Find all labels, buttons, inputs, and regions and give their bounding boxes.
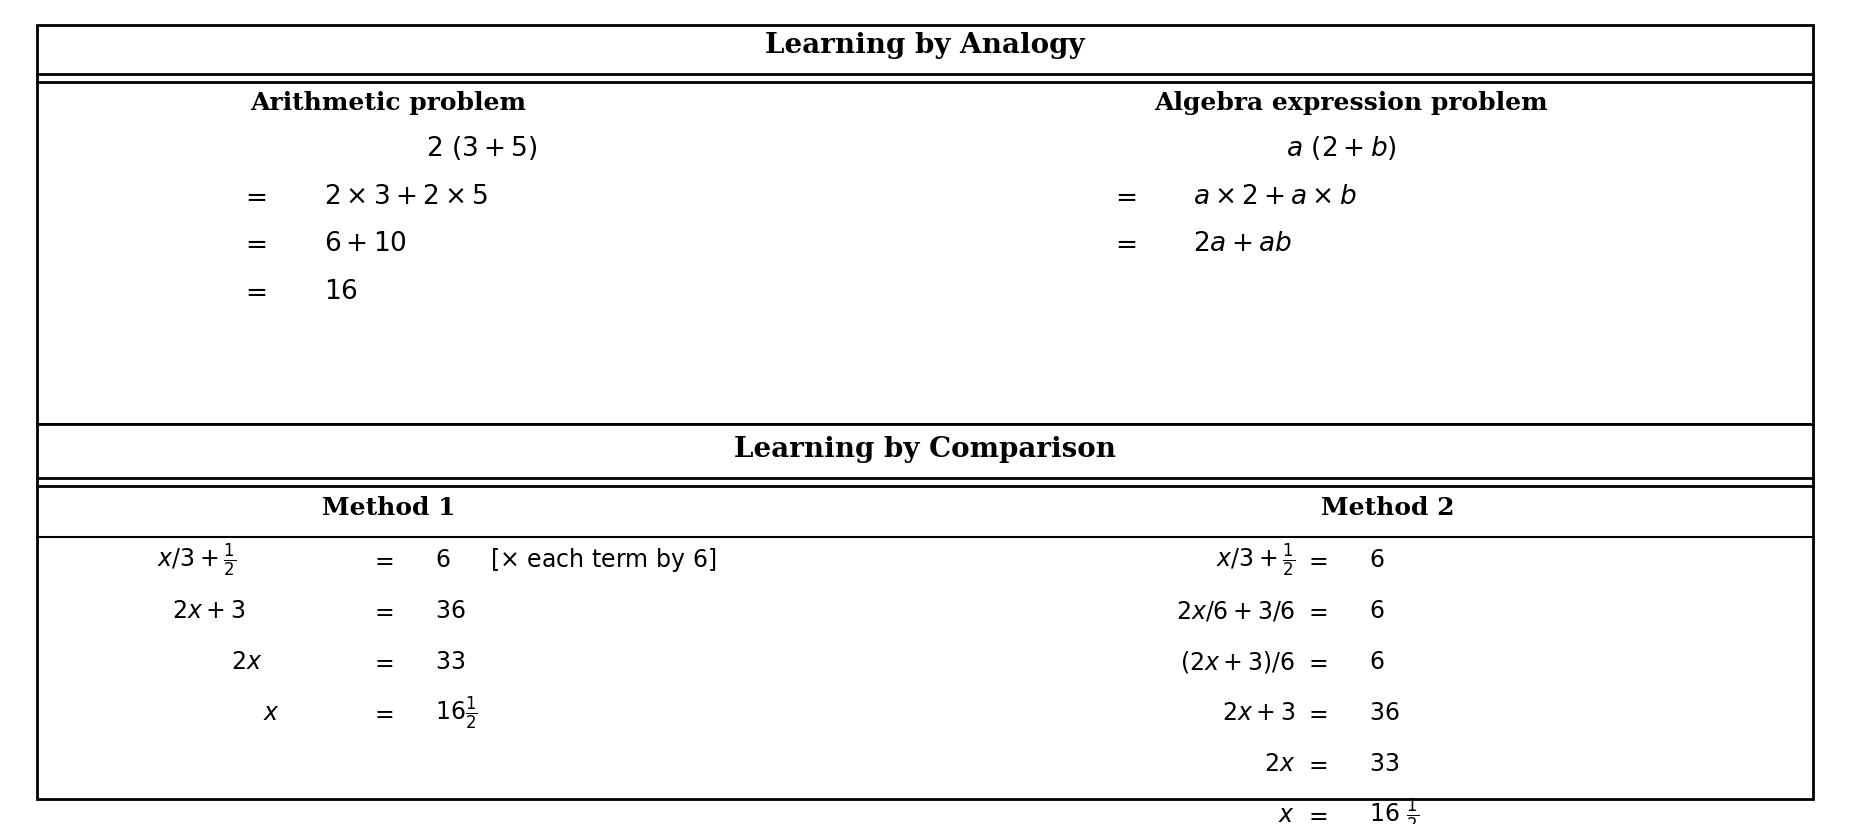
Text: $=$: $=$ xyxy=(240,279,266,304)
Text: $[\times\ \mathrm{each\ term\ by\ 6}]$: $[\times\ \mathrm{each\ term\ by\ 6}]$ xyxy=(490,546,716,574)
Text: $=$: $=$ xyxy=(1304,804,1328,824)
Text: $6 + 10$: $6 + 10$ xyxy=(324,232,407,256)
Text: Algebra expression problem: Algebra expression problem xyxy=(1154,91,1547,115)
Text: $2x$: $2x$ xyxy=(231,651,263,674)
Text: $2x$: $2x$ xyxy=(1264,753,1295,776)
Text: $2x/6 + 3/6$: $2x/6 + 3/6$ xyxy=(1175,599,1295,624)
Text: $6$: $6$ xyxy=(1369,600,1384,623)
Text: $33$: $33$ xyxy=(435,651,464,674)
Text: $16$: $16$ xyxy=(324,279,357,304)
Text: $x$: $x$ xyxy=(263,702,279,725)
Text: $6$: $6$ xyxy=(435,549,450,572)
Text: $=$: $=$ xyxy=(370,702,394,725)
Text: $2a + ab$: $2a + ab$ xyxy=(1193,232,1291,256)
Text: $a \times 2 + a \times b$: $a \times 2 + a \times b$ xyxy=(1193,184,1356,208)
Text: $=$: $=$ xyxy=(1110,184,1136,208)
Bar xyxy=(37,424,1813,799)
Text: Learning by Comparison: Learning by Comparison xyxy=(734,436,1116,462)
Text: $=$: $=$ xyxy=(370,549,394,572)
Text: $=$: $=$ xyxy=(370,651,394,674)
Text: $=$: $=$ xyxy=(1304,549,1328,572)
Text: $36$: $36$ xyxy=(435,600,466,623)
Text: $=$: $=$ xyxy=(370,600,394,623)
Text: $x$: $x$ xyxy=(1278,804,1295,824)
Text: $a\ (2 + b)$: $a\ (2 + b)$ xyxy=(1286,134,1397,162)
Text: $=$: $=$ xyxy=(1304,651,1328,674)
Text: $36$: $36$ xyxy=(1369,702,1400,725)
Text: Method 2: Method 2 xyxy=(1321,496,1454,521)
Text: $=$: $=$ xyxy=(1304,753,1328,776)
Text: $=$: $=$ xyxy=(240,184,266,208)
Bar xyxy=(37,25,1813,424)
Text: $2\ (3 + 5)$: $2\ (3 + 5)$ xyxy=(426,134,536,162)
Text: $=$: $=$ xyxy=(1110,232,1136,256)
Text: $=$: $=$ xyxy=(1304,702,1328,725)
Text: $6$: $6$ xyxy=(1369,651,1384,674)
Text: $x/3 + \frac{1}{2}$: $x/3 + \frac{1}{2}$ xyxy=(1215,541,1295,579)
Text: $=$: $=$ xyxy=(240,232,266,256)
Text: $x/3 + \frac{1}{2}$: $x/3 + \frac{1}{2}$ xyxy=(157,541,237,579)
Text: $2x + 3$: $2x + 3$ xyxy=(172,600,246,623)
Text: $16\ \frac{1}{2}$: $16\ \frac{1}{2}$ xyxy=(1369,797,1419,824)
Text: Learning by Analogy: Learning by Analogy xyxy=(766,32,1084,59)
Text: $(2x + 3)/6$: $(2x + 3)/6$ xyxy=(1180,649,1295,676)
Text: $2 \times 3 + 2 \times 5$: $2 \times 3 + 2 \times 5$ xyxy=(324,184,488,208)
Text: Method 1: Method 1 xyxy=(322,496,455,521)
Text: $16\frac{1}{2}$: $16\frac{1}{2}$ xyxy=(435,695,477,733)
Text: $2x + 3$: $2x + 3$ xyxy=(1221,702,1295,725)
Text: Arithmetic problem: Arithmetic problem xyxy=(250,91,527,115)
Text: $6$: $6$ xyxy=(1369,549,1384,572)
Text: $33$: $33$ xyxy=(1369,753,1399,776)
Text: $=$: $=$ xyxy=(1304,600,1328,623)
